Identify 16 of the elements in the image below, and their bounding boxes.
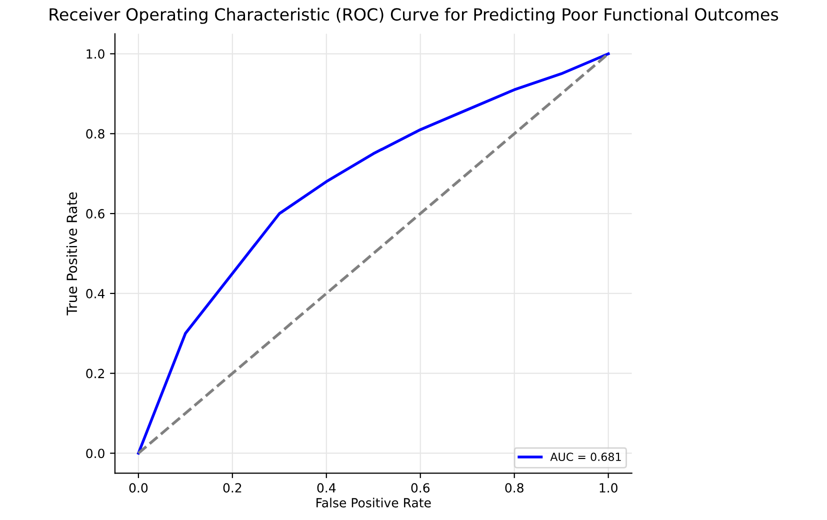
y-tick-label: 0.6 xyxy=(86,209,104,218)
x-tick-label: 0.8 xyxy=(505,483,524,493)
y-tick-label: 0.4 xyxy=(86,288,105,298)
x-tick-label: 0.0 xyxy=(129,483,148,493)
chart-title: Receiver Operating Characteristic (ROC) Curve for Predicting Poor Functional Outcomes xyxy=(50,8,778,24)
x-tick-label: 0.4 xyxy=(317,483,336,493)
legend-label: AUC = 0.681 xyxy=(550,452,621,462)
x-tick-label: 0.2 xyxy=(223,483,242,493)
y-tick-label: 0.0 xyxy=(86,448,104,458)
y-tick-label: 0.2 xyxy=(86,368,104,378)
y-tick-label: 1.0 xyxy=(86,49,104,59)
y-tick-label: 0.8 xyxy=(86,129,104,139)
y-axis-title: True Positive Rate xyxy=(66,192,78,316)
x-tick-label: 1.0 xyxy=(600,483,618,493)
x-tick-label: 0.6 xyxy=(411,483,430,493)
x-axis-title: False Positive Rate xyxy=(316,498,431,508)
